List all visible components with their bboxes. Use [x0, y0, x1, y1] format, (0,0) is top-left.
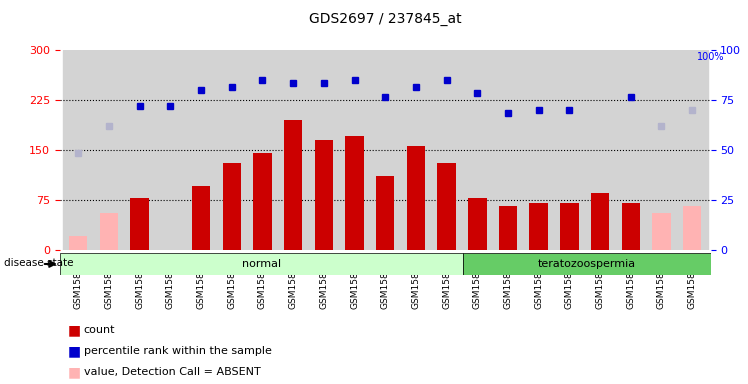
Bar — [652, 213, 671, 250]
Bar — [191, 186, 210, 250]
Bar — [524, 50, 554, 250]
Bar — [69, 236, 88, 250]
Bar — [278, 50, 308, 250]
Bar — [591, 193, 610, 250]
Bar — [124, 50, 155, 250]
Text: normal: normal — [242, 259, 280, 269]
Bar — [94, 50, 124, 250]
Bar — [432, 50, 462, 250]
Bar — [401, 50, 432, 250]
Bar — [530, 203, 548, 250]
Bar — [499, 206, 517, 250]
Bar — [130, 198, 149, 250]
Bar — [462, 50, 493, 250]
Bar — [622, 203, 640, 250]
Bar — [315, 140, 333, 250]
Bar — [376, 176, 394, 250]
Text: value, Detection Call = ABSENT: value, Detection Call = ABSENT — [84, 367, 260, 377]
Bar — [585, 50, 616, 250]
Text: ■: ■ — [67, 366, 81, 379]
Bar — [677, 50, 708, 250]
FancyBboxPatch shape — [60, 253, 463, 275]
Bar — [254, 153, 272, 250]
Bar — [222, 163, 241, 250]
Bar — [99, 213, 118, 250]
Bar — [468, 198, 486, 250]
Bar — [560, 203, 579, 250]
Bar — [247, 50, 278, 250]
Bar — [186, 50, 216, 250]
Bar — [370, 50, 401, 250]
Bar — [99, 213, 118, 250]
Bar — [308, 50, 339, 250]
Text: ■: ■ — [67, 344, 81, 358]
Bar — [339, 50, 370, 250]
Bar — [284, 120, 302, 250]
Text: count: count — [84, 325, 115, 335]
Bar — [69, 236, 88, 250]
Text: teratozoospermia: teratozoospermia — [538, 259, 636, 269]
Bar — [683, 206, 702, 250]
Bar — [155, 50, 186, 250]
Bar — [63, 50, 94, 250]
Text: percentile rank within the sample: percentile rank within the sample — [84, 346, 272, 356]
Text: ■: ■ — [67, 323, 81, 337]
Bar — [346, 136, 364, 250]
Bar — [216, 50, 247, 250]
Bar — [438, 163, 456, 250]
Text: GDS2697 / 237845_at: GDS2697 / 237845_at — [309, 12, 462, 25]
Bar — [554, 50, 585, 250]
Bar — [646, 50, 677, 250]
Bar — [493, 50, 524, 250]
Bar — [407, 146, 425, 250]
FancyBboxPatch shape — [463, 253, 711, 275]
Text: disease state: disease state — [4, 258, 73, 268]
Text: 100%: 100% — [696, 52, 724, 62]
Bar — [616, 50, 646, 250]
